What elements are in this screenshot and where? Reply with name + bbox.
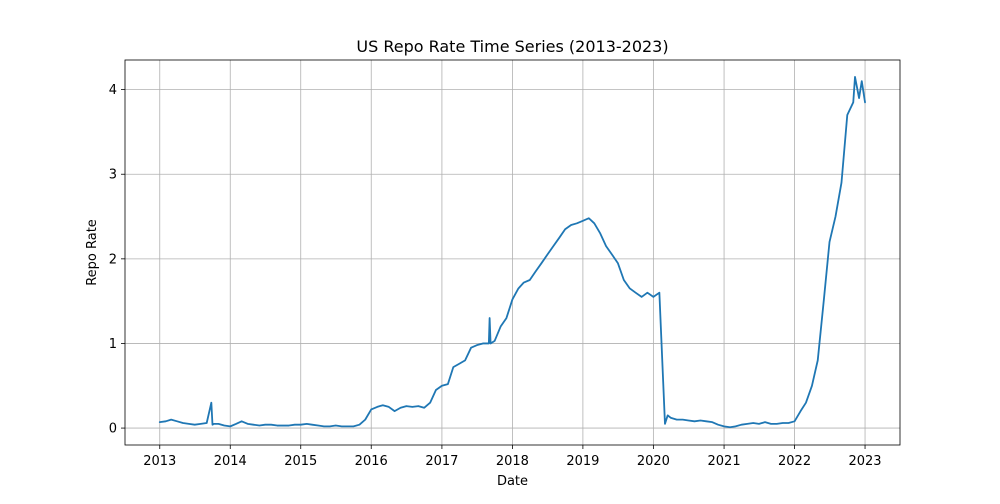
x-tick-label: 2016 [355,454,388,469]
y-tick-label: 0 [109,422,117,437]
x-tick-label: 2021 [708,454,741,469]
grid-layer [125,60,900,445]
x-tick-label: 2020 [637,454,670,469]
x-axis-label: Date [497,474,528,489]
x-tick-label: 2023 [848,454,881,469]
x-tick-label: 2017 [425,454,458,469]
x-tick-label: 2022 [778,454,811,469]
y-tick-label: 2 [109,252,117,267]
y-tick-label: 1 [109,337,117,352]
x-tick-label: 2019 [566,454,599,469]
x-tick-label: 2014 [214,454,247,469]
repo-rate-series-line [158,76,866,429]
y-tick-label: 3 [109,168,117,183]
x-tick-label: 2015 [284,454,317,469]
tick-layer: 2013 2014 2015 2016 2017 2018 2019 2020 2021 2022… [109,83,882,469]
chart-title: US Repo Rate Time Series (2013-2023) [356,37,668,56]
y-tick-label: 4 [109,83,117,98]
x-tick-label: 2013 [143,454,176,469]
y-axis-label: Repo Rate [85,219,100,286]
series-layer [158,76,866,429]
x-tick-label: 2018 [496,454,529,469]
